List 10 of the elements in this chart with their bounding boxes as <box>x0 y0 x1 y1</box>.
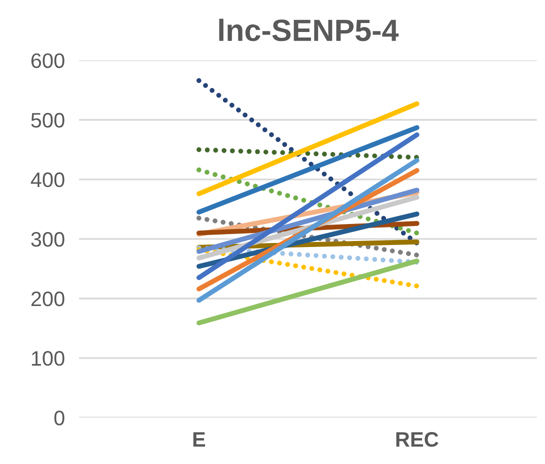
chart-title: lnc-SENP5-4 <box>219 18 399 42</box>
y-tick-label: 200 <box>31 292 64 306</box>
y-tick-label: 300 <box>31 232 64 247</box>
y-tick-label: 500 <box>31 112 64 128</box>
y-tick-label: 100 <box>32 351 64 366</box>
y-tick-label: 600 <box>31 53 64 68</box>
x-tick-label: E <box>193 432 206 447</box>
x-tick-label: REC <box>396 432 438 447</box>
y-tick-label: 0 <box>54 410 64 426</box>
y-tick-label: 400 <box>30 172 64 188</box>
